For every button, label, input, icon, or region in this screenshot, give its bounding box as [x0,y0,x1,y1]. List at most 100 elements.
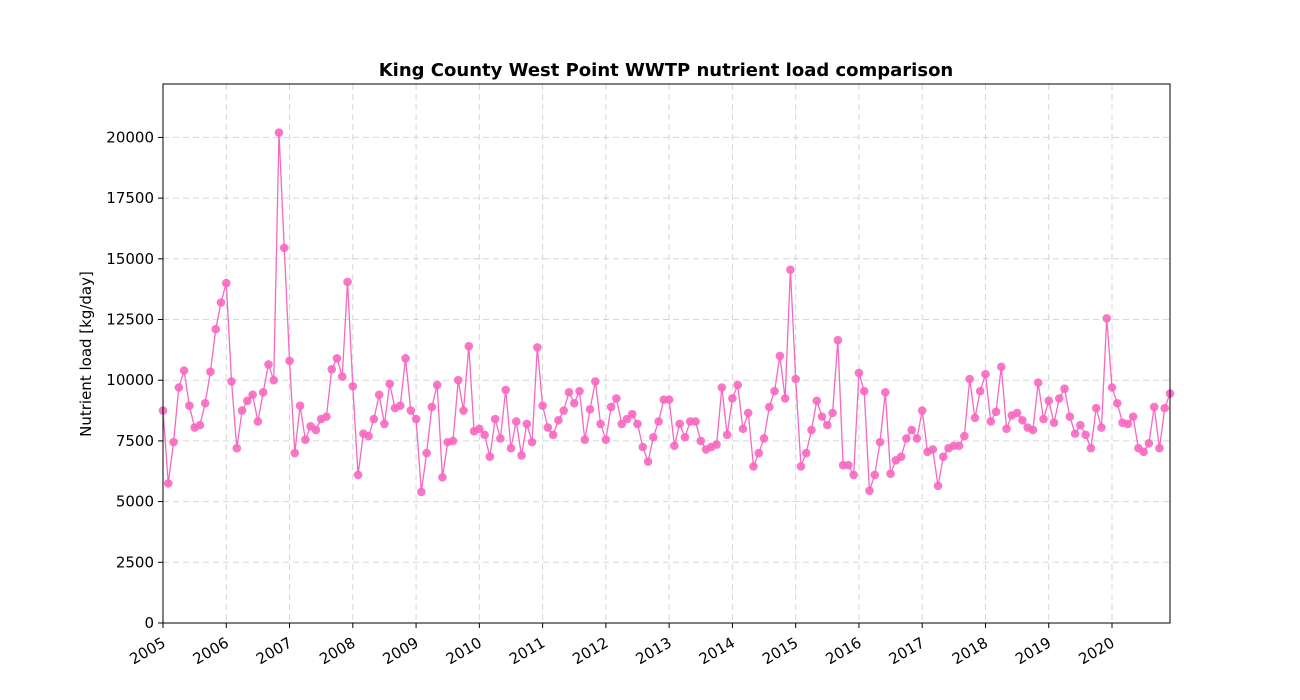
data-point [1160,403,1170,413]
data-point [954,441,964,451]
plot-area-frame [162,83,1171,624]
data-point [754,448,764,458]
data-point [179,366,189,375]
chart-title: King County West Point WWTP nutrient loa… [379,60,954,81]
data-point [907,425,916,435]
data-point [216,298,226,307]
data-point [612,394,621,403]
data-point [322,412,331,421]
data-point [221,278,231,288]
data-point [432,380,442,390]
data-point [1128,412,1138,421]
data-point [348,381,358,391]
data-point [258,388,268,397]
data-point [780,394,790,403]
data-point [743,408,753,418]
data-point [1012,408,1022,418]
data-point [1149,402,1159,412]
data-point [438,473,447,482]
data-point [823,420,832,430]
data-point [696,436,706,446]
data-point [206,367,215,377]
data-point [986,417,996,426]
data-point [1139,447,1148,457]
data-point [580,435,590,444]
data-point [543,423,553,432]
data-point [601,435,611,444]
data-point [496,434,505,443]
data-point [1102,314,1112,323]
data-point [1039,414,1048,424]
y-tick-label: 15000 [106,250,154,268]
data-point [849,470,858,480]
data-point [970,413,980,423]
y-tick-label: 2500 [116,553,154,571]
data-point [812,396,822,406]
data-point [422,448,431,458]
data-point [817,412,827,421]
data-point [459,406,468,415]
data-point [464,341,474,351]
data-point [833,335,843,345]
data-point [996,362,1006,372]
data-point [195,420,205,430]
data-point [522,419,532,429]
data-point [828,408,837,418]
data-point [401,354,410,363]
data-point [1044,396,1054,406]
data-point [569,398,579,408]
data-point [738,424,748,434]
data-point [859,386,869,396]
data-point [311,425,321,435]
data-point [554,415,563,425]
data-point [453,375,463,385]
data-point [274,128,284,137]
data-point [269,375,279,385]
data-point [775,351,785,361]
data-point [643,457,653,466]
y-tick-label: 17500 [106,189,154,207]
data-point [211,324,221,334]
x-tick-label: 2010 [443,634,485,669]
data-point [169,437,178,447]
data-point [501,385,511,395]
data-point [654,417,663,426]
data-point [395,401,405,411]
x-tick-label: 2018 [949,634,991,669]
data-point [548,430,558,440]
data-point [960,431,969,441]
data-point [886,469,895,478]
data-point [1054,394,1064,403]
data-point [1070,429,1080,438]
data-point [301,435,310,444]
axis-ticks: 0 2500 5000 7500 10000 12500 15000 17500 20000 20… [106,128,1117,668]
data-point [796,462,806,471]
data-point [1076,420,1085,430]
data-point [559,406,568,415]
data-point [749,462,758,471]
data-point [1028,425,1038,435]
data-point [881,388,890,397]
data-point [295,401,305,411]
data-point [533,343,542,352]
data-point [801,448,811,458]
data-point [807,425,816,435]
data-point [448,436,458,446]
x-tick-label: 2007 [253,634,295,669]
grid-lines [162,84,1170,624]
y-axis-label: Nutrient load [kg/day] [77,271,95,437]
data-point [896,452,906,461]
data-point [844,460,853,470]
data-point [1018,415,1027,425]
data-point [765,402,774,412]
data-point [933,481,943,491]
data-point [527,437,537,447]
data-point [1091,403,1101,413]
data-point [1060,384,1069,394]
data-point [664,395,674,404]
x-tick-label: 2012 [569,634,611,669]
y-tick-label: 10000 [106,371,154,389]
data-point [938,452,948,461]
data-point [564,388,574,397]
data-point [917,406,927,415]
